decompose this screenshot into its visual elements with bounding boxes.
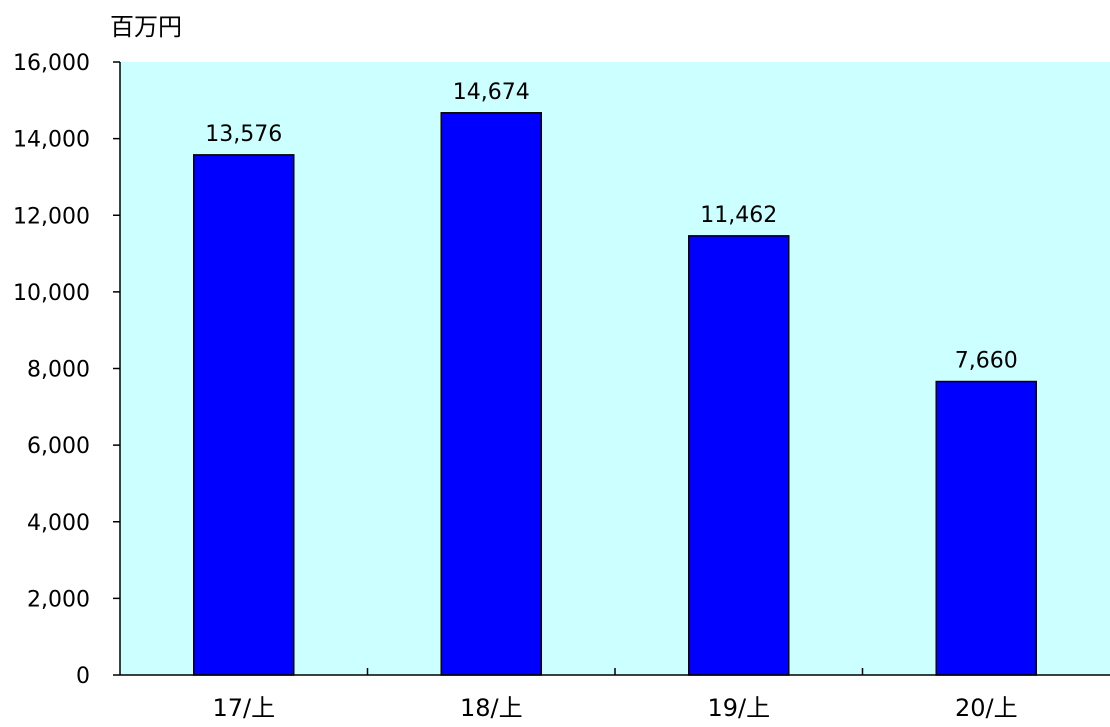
bar-2	[440, 112, 542, 676]
data-label-3: 11,462	[700, 203, 777, 228]
x-tick-label-1: 17/上	[212, 694, 275, 722]
data-label-1: 13,576	[205, 122, 282, 147]
y-tick-label-3: 6,000	[27, 434, 90, 459]
x-tick-label-2: 18/上	[460, 694, 523, 722]
data-label-4: 7,660	[955, 349, 1018, 374]
data-label-2: 14,674	[453, 80, 530, 105]
y-tick-label-6: 12,000	[13, 204, 90, 229]
y-tick-label-7: 14,000	[13, 128, 90, 153]
labels: 13,576 17/上 14,674 18/上 11,462 19/上 7,660 20/上 0…	[13, 51, 1018, 722]
unit-label: 百万円	[110, 13, 182, 41]
bar-3	[688, 235, 790, 676]
axes	[113, 61, 1110, 676]
y-tick-label-2: 4,000	[27, 511, 90, 536]
y-tick-label-1: 2,000	[27, 587, 90, 612]
bar-1	[193, 154, 295, 676]
y-tick-label-0: 0	[76, 664, 90, 689]
x-tick-label-4: 20/上	[955, 694, 1018, 722]
y-tick-label-4: 8,000	[27, 358, 90, 383]
bars	[193, 112, 1037, 676]
y-tick-label-5: 10,000	[13, 281, 90, 306]
x-tick-label-3: 19/上	[707, 694, 770, 722]
y-tick-label-8: 16,000	[13, 51, 90, 76]
bar-4	[935, 380, 1037, 676]
